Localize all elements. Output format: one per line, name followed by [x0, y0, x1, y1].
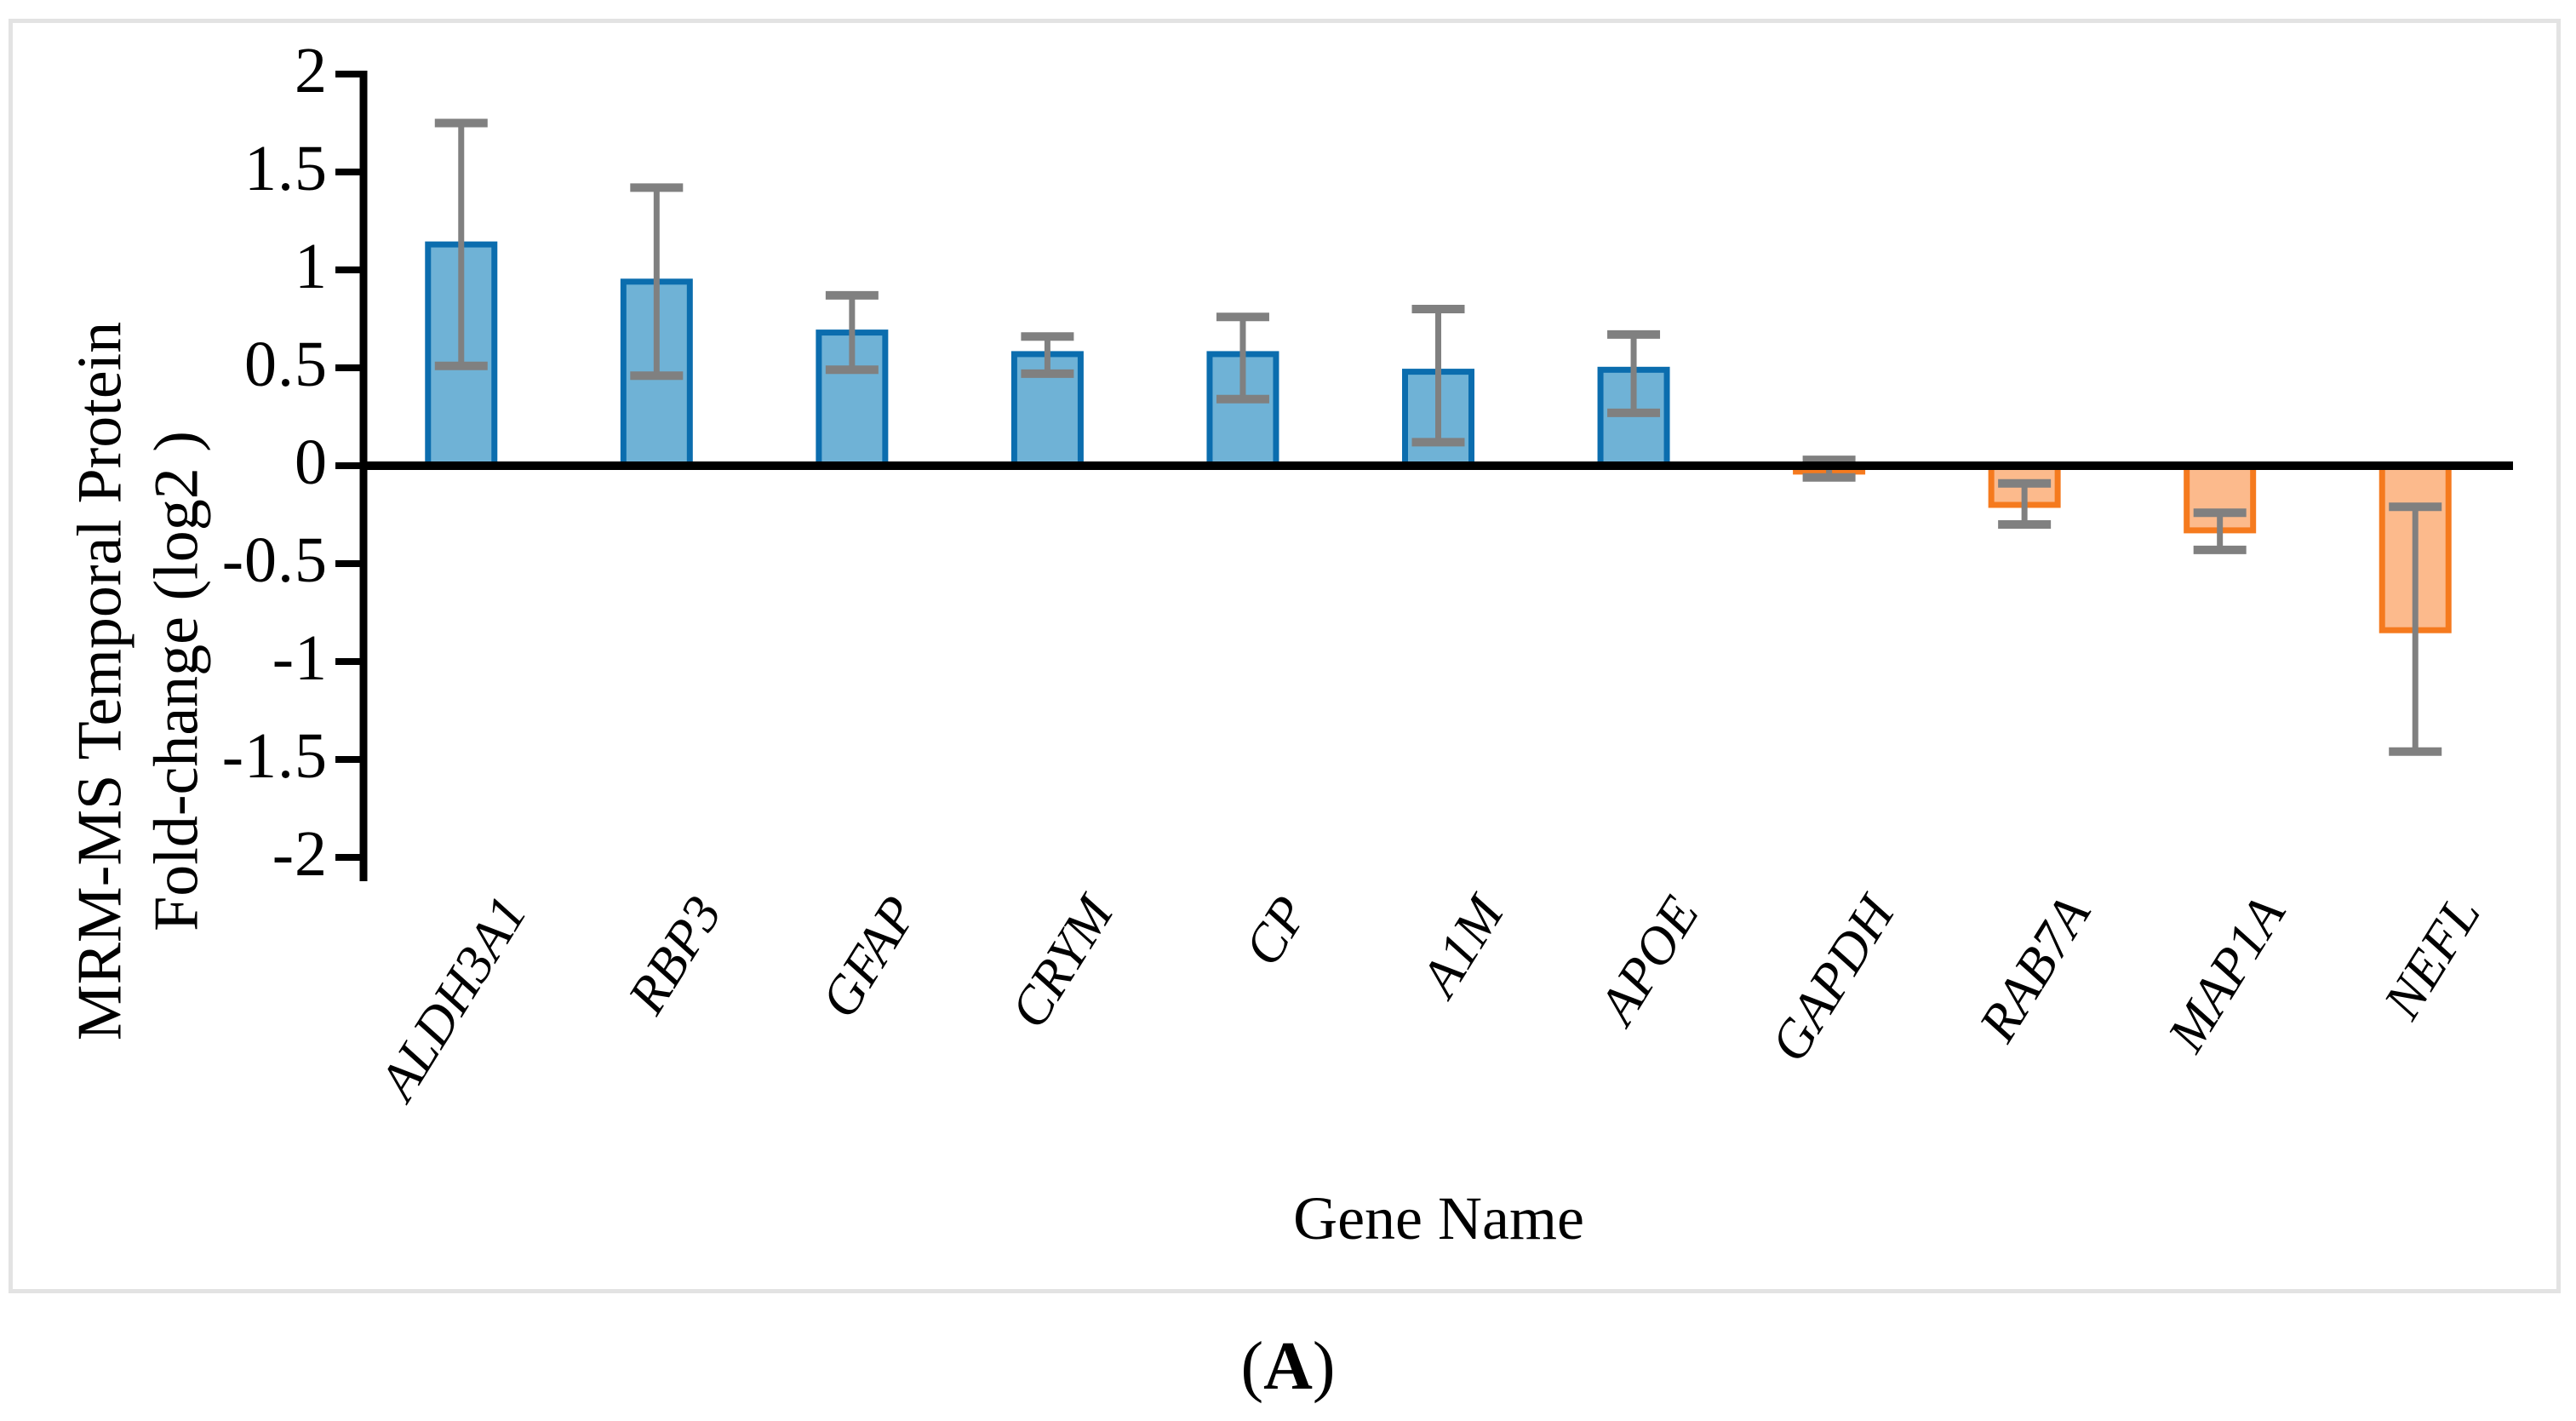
y-tick-label-2: 2	[295, 35, 328, 107]
y-tick-label--0.5: -0.5	[221, 524, 328, 597]
y-tick-label--2: -2	[272, 818, 328, 891]
y-axis-title-line1: MRM-MS Temporal Protein	[65, 321, 135, 1041]
y-tick-label-1.5: 1.5	[244, 133, 328, 205]
y-tick-label-0.5: 0.5	[244, 329, 328, 401]
y-tick-label-0: 0	[295, 427, 328, 499]
caption-letter: A	[1263, 1329, 1313, 1404]
y-tick-label--1.5: -1.5	[221, 720, 328, 793]
y-axis-title-line2: Fold-change (log2 )	[141, 431, 212, 931]
caption-open-paren: (	[1240, 1329, 1264, 1404]
y-tick-label--1: -1	[272, 622, 328, 695]
bar-GFAP	[816, 329, 889, 469]
chart-frame	[9, 19, 2561, 1293]
caption-close-paren: )	[1312, 1329, 1336, 1404]
y-tick-label-1: 1	[295, 231, 328, 303]
figure-caption: (A)	[1240, 1328, 1335, 1406]
x-axis-title: Gene Name	[1293, 1184, 1584, 1252]
